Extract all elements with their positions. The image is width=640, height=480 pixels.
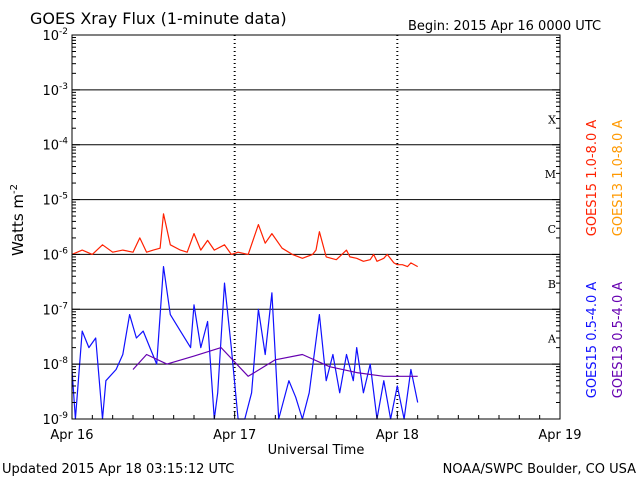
y-tick-label: 10-8	[42, 356, 68, 373]
begin-date: Begin: 2015 Apr 16 0000 UTC	[408, 19, 601, 34]
credit: NOAA/SWPC Boulder, CO USA	[443, 462, 636, 477]
y-tick-label: 10-3	[42, 82, 68, 99]
y-axis: 10-210-310-410-510-610-710-810-9	[42, 27, 560, 428]
flare-class-label: X	[548, 113, 556, 126]
series-line	[71, 213, 418, 268]
flare-class-label: C	[548, 223, 556, 236]
flare-class-label: B	[548, 278, 556, 291]
legend-entry: GOES13 1.0-8.0 A	[611, 120, 626, 237]
flare-class-label: M	[545, 168, 556, 181]
y-tick-mantissa: 10	[42, 413, 59, 428]
legend: GOES15 1.0-8.0 A GOES13 1.0-8.0 A GOES15 0…	[585, 120, 626, 399]
y-tick-exponent: -3	[59, 82, 68, 92]
y-tick-mantissa: 10	[42, 139, 59, 154]
x-axis-title: Universal Time	[268, 443, 365, 458]
plot-frame	[71, 34, 561, 420]
y-tick-exponent: -9	[59, 411, 68, 421]
y-tick-label: 10-7	[42, 301, 68, 318]
y-tick-label: 10-9	[42, 411, 68, 428]
y-axis-title: Watts m-2	[9, 184, 27, 256]
y-tick-mantissa: 10	[42, 194, 59, 209]
series-layer	[71, 213, 419, 420]
y-tick-exponent: -4	[59, 137, 68, 147]
grid	[72, 35, 560, 419]
y-tick-exponent: -2	[59, 27, 68, 37]
y-axis-title-base: Watts m	[9, 194, 27, 256]
y-axis-title-exponent: -2	[9, 184, 20, 194]
flare-class-labels: X M C B A	[545, 113, 557, 345]
x-tick-label: Apr 16	[50, 428, 93, 443]
x-tick-label: Apr 19	[538, 428, 581, 443]
y-tick-label: 10-4	[42, 137, 68, 154]
y-tick-mantissa: 10	[42, 84, 59, 99]
y-tick-label: 10-2	[42, 27, 68, 44]
y-tick-mantissa: 10	[42, 358, 59, 373]
chart-title: GOES Xray Flux (1-minute data)	[30, 9, 287, 28]
x-tick-label: Apr 18	[376, 428, 419, 443]
y-tick-exponent: -8	[59, 356, 68, 366]
x-axis: Apr 16 Apr 17 Apr 18 Apr 19	[50, 411, 582, 443]
y-tick-exponent: -7	[59, 301, 68, 311]
series-line	[132, 347, 418, 377]
legend-entry: GOES15 1.0-8.0 A	[585, 120, 600, 237]
series-line	[71, 266, 419, 420]
y-tick-label: 10-5	[42, 192, 68, 209]
y-tick-mantissa: 10	[42, 248, 59, 263]
x-tick-label: Apr 17	[213, 428, 256, 443]
y-tick-exponent: -6	[59, 246, 68, 256]
y-tick-label: 10-6	[42, 246, 68, 263]
y-tick-exponent: -5	[59, 192, 68, 202]
y-tick-mantissa: 10	[42, 29, 59, 44]
flare-class-label: A	[547, 333, 557, 346]
updated-timestamp: Updated 2015 Apr 18 03:15:12 UTC	[2, 462, 234, 477]
legend-entry: GOES15 0.5-4.0 A	[585, 282, 600, 399]
legend-entry: GOES13 0.5-4.0 A	[611, 282, 626, 399]
y-tick-mantissa: 10	[42, 303, 59, 318]
